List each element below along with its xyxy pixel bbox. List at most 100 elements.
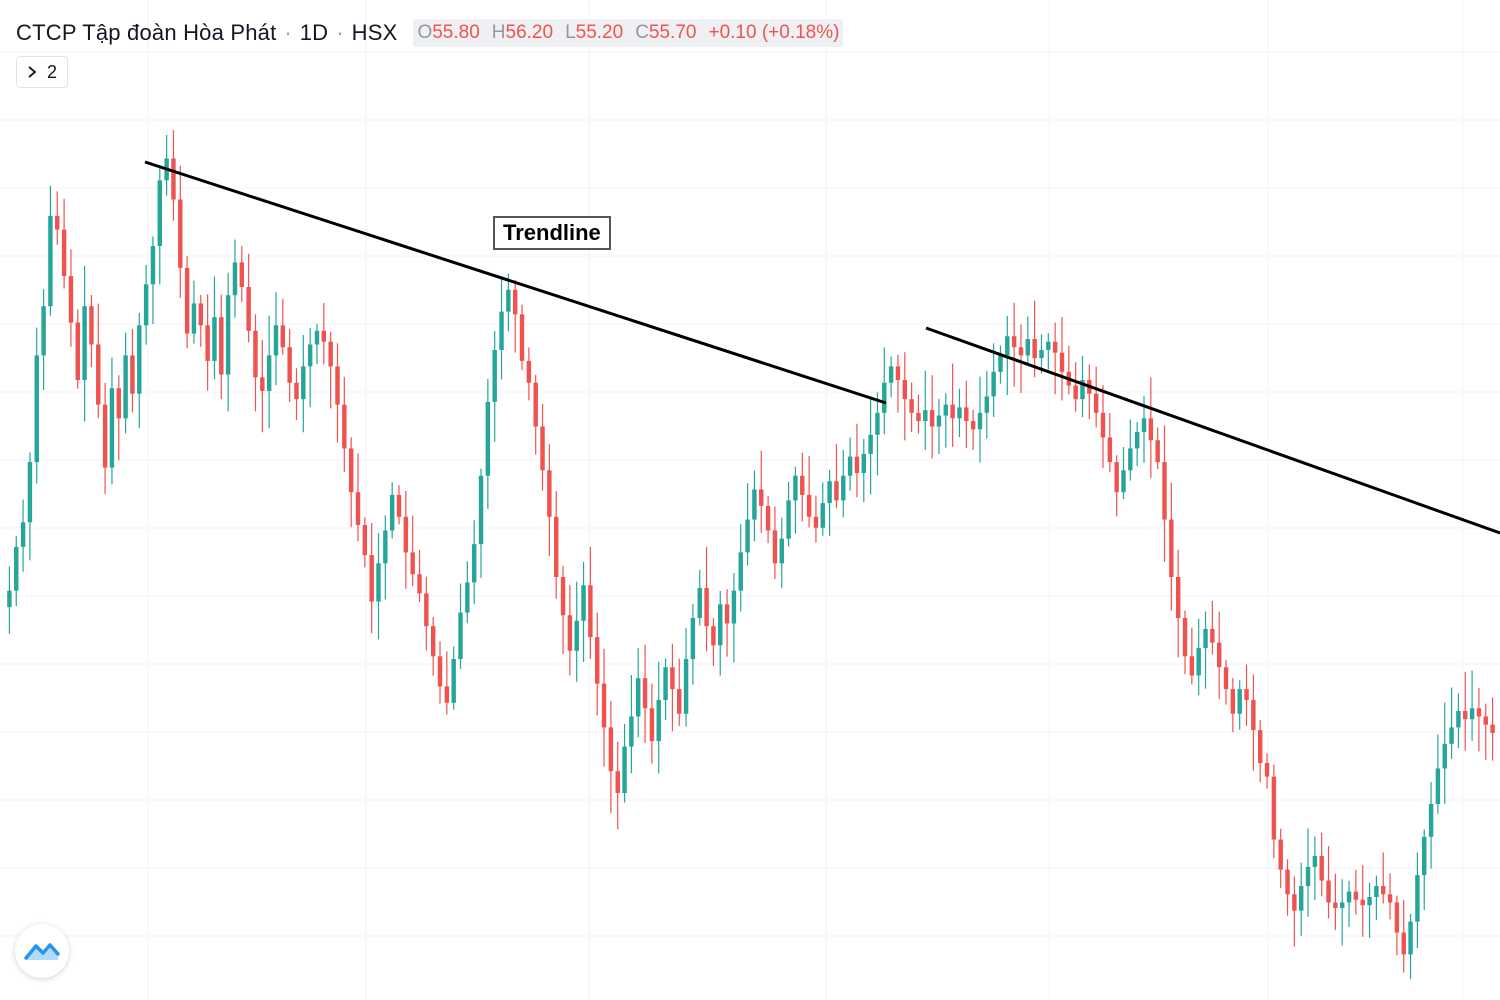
candle — [745, 483, 750, 566]
tradingview-logo-button[interactable] — [15, 924, 69, 978]
candle — [697, 569, 702, 626]
candle — [533, 374, 538, 455]
close-value: C55.70 — [635, 22, 697, 43]
candle-body — [266, 355, 272, 391]
candle — [1046, 333, 1051, 370]
candle — [164, 134, 169, 196]
candle — [1182, 610, 1188, 675]
candle — [451, 646, 456, 710]
candle — [1073, 362, 1078, 412]
candle-body — [1333, 902, 1338, 908]
candle — [294, 368, 299, 421]
legend-separator: · — [284, 20, 292, 45]
candle-body — [1203, 628, 1208, 649]
candle-body — [663, 667, 668, 701]
candle — [1271, 764, 1277, 859]
candle-body — [1025, 339, 1031, 356]
trendlines[interactable] — [144, 160, 1500, 535]
candle-body — [1298, 886, 1304, 911]
candle — [540, 404, 545, 491]
candle — [1251, 674, 1256, 771]
collapse-indicators-button[interactable]: 2 — [16, 56, 68, 88]
candle-body — [1244, 689, 1249, 701]
candle-body — [1442, 743, 1447, 769]
candle — [964, 380, 969, 449]
candle-body — [1121, 470, 1126, 493]
candle-body — [417, 574, 422, 594]
candle — [560, 565, 566, 655]
candle-body — [1162, 462, 1167, 520]
candle-body — [560, 576, 566, 616]
candle — [410, 515, 415, 587]
candle-body — [1367, 897, 1372, 906]
candle-body — [465, 582, 470, 613]
candle-body — [150, 246, 156, 285]
candle-body — [321, 330, 327, 342]
candle — [499, 279, 504, 380]
candle-body — [806, 494, 812, 517]
candle — [724, 589, 730, 657]
candle — [895, 354, 901, 413]
candle — [1374, 875, 1379, 920]
candle — [198, 294, 204, 347]
indicator-count: 2 — [46, 61, 57, 82]
candle — [1011, 302, 1017, 387]
candle-body — [834, 481, 839, 501]
chevron-right-icon — [28, 66, 37, 78]
candle — [1032, 300, 1037, 378]
candle — [1223, 659, 1229, 705]
candle-body — [492, 349, 497, 402]
candle-body — [1169, 519, 1174, 577]
candle-body — [376, 563, 381, 602]
trendline-annotation[interactable]: Trendline — [493, 216, 611, 250]
candle — [1080, 356, 1085, 417]
candle-body — [847, 456, 853, 476]
candle-body — [759, 489, 764, 506]
interval-label[interactable]: 1D — [299, 20, 329, 45]
candle-body — [102, 404, 108, 468]
candle-body — [567, 615, 573, 651]
trendline[interactable] — [925, 326, 1500, 535]
low-value: L55.20 — [565, 22, 624, 43]
candle-body — [1469, 708, 1475, 720]
candle — [171, 130, 176, 221]
candle-body — [82, 306, 87, 381]
candle — [977, 376, 983, 463]
symbol-name[interactable]: CTCP Tập đoàn Hòa Phát — [16, 20, 277, 45]
candle-body — [636, 678, 641, 717]
candle-body — [1210, 628, 1215, 643]
candle-body — [984, 396, 990, 413]
candle — [991, 343, 996, 417]
candle — [130, 329, 135, 413]
candle-body — [1011, 336, 1017, 348]
candle — [41, 289, 46, 391]
candle-body — [1073, 385, 1078, 400]
candle-body — [1141, 418, 1147, 432]
trendline[interactable] — [144, 160, 887, 405]
candle — [1469, 670, 1475, 741]
candle — [1155, 427, 1160, 470]
candle — [929, 375, 935, 459]
candle-body — [253, 330, 258, 378]
candle-body — [1216, 642, 1222, 668]
candle-body — [745, 519, 750, 553]
candle — [1210, 600, 1215, 655]
candle — [1408, 913, 1413, 979]
candle-body — [444, 686, 450, 703]
candle — [567, 584, 573, 676]
candle — [1285, 859, 1290, 916]
candle-body — [649, 708, 655, 742]
candle-body — [1360, 899, 1365, 906]
candle — [89, 295, 94, 368]
candle-body — [143, 284, 149, 326]
candle — [506, 273, 511, 332]
candle — [1128, 419, 1133, 481]
candle — [1230, 677, 1236, 733]
candle — [61, 198, 67, 289]
candle — [1463, 671, 1468, 751]
candle-body — [1093, 393, 1099, 413]
candle — [273, 291, 279, 386]
candle — [485, 379, 491, 509]
